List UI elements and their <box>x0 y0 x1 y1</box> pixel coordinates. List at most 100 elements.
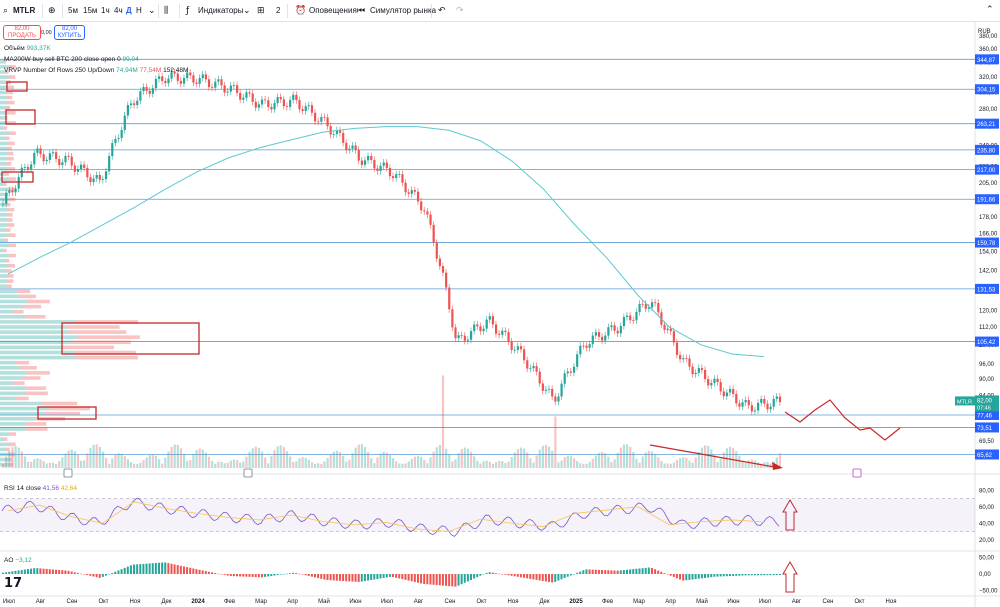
layouts-icon[interactable]: ⊞ <box>257 6 265 16</box>
replay-icon[interactable]: ⏮ <box>357 6 366 16</box>
candle-body <box>510 341 513 350</box>
ao-bar <box>420 574 423 584</box>
level-label-box <box>975 336 999 347</box>
volume-legend[interactable]: Объём 993,37K <box>4 44 51 53</box>
earnings-marker[interactable] <box>243 468 253 478</box>
ao-bar <box>357 574 360 582</box>
vrvp-down-bar <box>7 207 15 212</box>
ma-legend[interactable]: MA200W buy sell BTC 200 close open 0 99,… <box>4 55 139 64</box>
annotation-box[interactable] <box>37 406 97 420</box>
volume-bar <box>613 459 616 468</box>
vrvp-up-bar <box>0 126 4 130</box>
candle-body <box>491 316 495 325</box>
volume-bar <box>148 455 151 468</box>
ao-bar <box>672 574 675 577</box>
candle-body <box>710 382 713 386</box>
time-tick-label: 2024 <box>191 599 205 605</box>
vrvp-legend[interactable]: VRVP Number Of Rows 250 Up/Down 74,94M 7… <box>4 66 188 75</box>
vrvp-down-bar <box>7 90 13 95</box>
indicators-button[interactable]: Индикаторы <box>198 6 244 15</box>
volume-bar <box>626 444 629 468</box>
ao-bar <box>264 574 267 577</box>
ao-bar <box>117 570 120 574</box>
ao-bar <box>23 569 26 574</box>
candle-body <box>594 332 597 336</box>
interval-5m[interactable]: 5м <box>68 6 78 15</box>
vrvp-up-bar <box>0 289 17 294</box>
candle-body <box>148 90 151 94</box>
candle-body <box>644 304 647 309</box>
candle-body <box>448 287 451 310</box>
alert-clock-icon[interactable]: ⏰ <box>295 6 307 16</box>
event-marker[interactable] <box>852 468 862 478</box>
undo-icon[interactable]: ↶ <box>438 6 446 16</box>
candle-body <box>507 332 510 342</box>
volume-bar <box>23 456 27 468</box>
vrvp-down-bar <box>7 223 15 227</box>
volume-bar <box>557 462 560 468</box>
interval-4h[interactable]: 4ч <box>114 6 123 15</box>
ao-bar <box>104 574 107 576</box>
ao-bar <box>182 566 185 574</box>
interval-15m[interactable]: 15м <box>83 6 98 15</box>
candles-icon[interactable]: ⫼ <box>164 6 169 16</box>
candle-body <box>728 389 732 393</box>
chevron-down-icon[interactable]: ⌄ <box>148 6 156 16</box>
annotation-box[interactable] <box>1 171 34 183</box>
buy-button[interactable]: 82,00 КУПИТЬ <box>54 25 85 40</box>
volume-trend-arrow[interactable] <box>649 444 781 469</box>
search-icon[interactable]: ⌕ <box>3 6 9 16</box>
vrvp-down-bar <box>42 401 78 406</box>
rsi-line[interactable] <box>1 498 780 537</box>
rsi-up-arrow[interactable] <box>782 499 798 531</box>
expand-icon[interactable]: ⌃ <box>986 5 994 15</box>
candle-body <box>463 335 466 341</box>
vrvp-up-bar <box>0 233 9 237</box>
volume-bar <box>254 446 257 468</box>
vrvp-up-bar <box>0 121 9 125</box>
ao-legend[interactable]: AO −3,12 <box>4 556 32 565</box>
ao-up-arrow[interactable] <box>782 561 798 593</box>
ao-bar <box>245 574 248 577</box>
symbol-name[interactable]: MTLR <box>13 6 36 15</box>
forecast-path[interactable] <box>784 399 901 441</box>
candles[interactable] <box>2 68 782 416</box>
add-symbol-icon[interactable]: ⊕ <box>48 6 56 16</box>
replay-button[interactable]: Симулятор рынка <box>370 6 437 15</box>
annotation-box[interactable] <box>6 81 28 92</box>
volume-bar <box>335 450 339 468</box>
chevron-down-icon[interactable]: ⌄ <box>243 6 251 16</box>
interval-day[interactable]: Д <box>126 6 132 15</box>
redo-icon[interactable]: ↷ <box>456 6 464 16</box>
volume-bar <box>257 447 261 468</box>
annotation-box[interactable] <box>5 109 36 125</box>
rsi-legend[interactable]: RSI 14 close 41,56 42,64 <box>4 484 77 493</box>
candle-body <box>95 175 98 179</box>
vrvp-down-bar <box>8 432 16 436</box>
volume-bar <box>151 454 154 468</box>
candle-body <box>451 309 454 328</box>
layout-count[interactable]: 2 <box>276 6 281 15</box>
vrvp-up-bar <box>0 330 70 334</box>
candle-body <box>732 389 735 394</box>
ao-bar <box>320 574 323 579</box>
candle-body <box>473 324 476 332</box>
interval-week[interactable]: Н <box>136 6 142 15</box>
annotation-box[interactable] <box>61 322 200 355</box>
interval-1h[interactable]: 1ч <box>101 6 110 15</box>
alerts-button[interactable]: Оповещения <box>309 6 357 15</box>
ma200w-line[interactable] <box>7 126 765 358</box>
volume-bar <box>61 457 64 468</box>
price-tick-label: 380,00 <box>979 34 998 40</box>
candle-body <box>426 211 429 215</box>
level-label-box <box>975 449 999 460</box>
indicators-icon[interactable]: ƒ <box>186 6 190 16</box>
vrvp-up-bar <box>0 182 4 186</box>
ao-bar <box>501 574 504 575</box>
rsi-ma-line[interactable] <box>7 501 765 532</box>
sell-button[interactable]: 82,00 ПРОДАТЬ <box>3 25 41 40</box>
volume-bar <box>585 463 588 468</box>
volume-bar <box>245 456 248 468</box>
earnings-marker[interactable] <box>63 468 73 478</box>
